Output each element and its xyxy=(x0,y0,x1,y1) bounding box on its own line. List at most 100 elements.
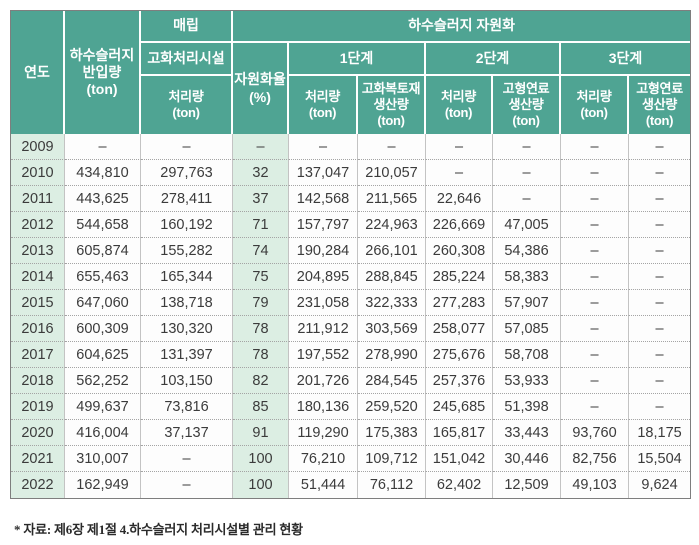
value-cell: 73,816 xyxy=(141,394,233,420)
col-header-landfill-treated: 처리량 (ton) xyxy=(141,76,233,134)
value-cell: – xyxy=(629,290,691,316)
year-cell: 2012 xyxy=(11,212,65,238)
value-cell: – xyxy=(426,160,493,186)
value-cell: 224,963 xyxy=(358,212,426,238)
year-cell: 2013 xyxy=(11,238,65,264)
value-cell: 131,397 xyxy=(141,342,233,368)
value-cell: – xyxy=(629,394,691,420)
year-cell: 2010 xyxy=(11,160,65,186)
value-cell: – xyxy=(493,134,561,160)
header-row-3: 처리량 (ton) 처리량 (ton) 고화복토재 생산량 (ton) 처리량 … xyxy=(11,76,691,134)
value-cell: 180,136 xyxy=(289,394,358,420)
value-cell: – xyxy=(426,134,493,160)
value-cell: – xyxy=(561,342,629,368)
value-cell: – xyxy=(561,212,629,238)
value-cell: 260,308 xyxy=(426,238,493,264)
value-cell: – xyxy=(141,134,233,160)
value-cell: 655,463 xyxy=(65,264,141,290)
value-cell: – xyxy=(233,134,289,160)
value-cell: 266,101 xyxy=(358,238,426,264)
value-cell: 285,224 xyxy=(426,264,493,290)
value-cell: 231,058 xyxy=(289,290,358,316)
value-cell: 201,726 xyxy=(289,368,358,394)
table-row: 2011 443,625 278,411 37 142,568 211,565 22,646… xyxy=(11,186,691,212)
value-cell: – xyxy=(561,238,629,264)
col-header-stage1-treated: 처리량 (ton) xyxy=(289,76,358,134)
col-header-stage3: 3단계 xyxy=(561,43,691,76)
value-cell: 151,042 xyxy=(426,446,493,472)
header-row-1: 연도 하수슬러지 반입량 (ton) 매립 하수슬러지 자원화 xyxy=(11,11,691,134)
value-cell: 22,646 xyxy=(426,186,493,212)
value-cell: – xyxy=(561,394,629,420)
year-cell: 2017 xyxy=(11,342,65,368)
value-cell: 157,797 xyxy=(289,212,358,238)
value-cell: – xyxy=(629,316,691,342)
value-cell: – xyxy=(561,134,629,160)
value-cell: 12,509 xyxy=(493,472,561,498)
value-cell: 78 xyxy=(233,316,289,342)
value-cell: 310,007 xyxy=(65,446,141,472)
value-cell: 75 xyxy=(233,264,289,290)
value-cell: 53,933 xyxy=(493,368,561,394)
value-cell: 57,907 xyxy=(493,290,561,316)
col-header-intake: 하수슬러지 반입량 (ton) xyxy=(65,11,141,134)
value-cell: 93,760 xyxy=(561,420,629,446)
value-cell: 37,137 xyxy=(141,420,233,446)
value-cell: 297,763 xyxy=(141,160,233,186)
value-cell: 142,568 xyxy=(289,186,358,212)
value-cell: 79 xyxy=(233,290,289,316)
value-cell: 165,344 xyxy=(141,264,233,290)
table-row: 2009– – – – – – – – – xyxy=(11,134,691,160)
col-header-solidification-facility: 고화처리시설 xyxy=(141,43,233,76)
value-cell: 434,810 xyxy=(65,160,141,186)
value-cell: 288,845 xyxy=(358,264,426,290)
value-cell: – xyxy=(629,342,691,368)
value-cell: 322,333 xyxy=(358,290,426,316)
value-cell: 58,383 xyxy=(493,264,561,290)
value-cell: – xyxy=(561,186,629,212)
value-cell: 604,625 xyxy=(65,342,141,368)
value-cell: 211,565 xyxy=(358,186,426,212)
value-cell: 49,103 xyxy=(561,472,629,498)
table-body: 2009– – – – – – – – –2010 434,810 297,763 32 137,047… xyxy=(11,134,691,498)
value-cell: 62,402 xyxy=(426,472,493,498)
col-header-recycling: 하수슬러지 자원화 xyxy=(233,11,691,43)
value-cell: 443,625 xyxy=(65,186,141,212)
value-cell: – xyxy=(561,316,629,342)
value-cell: – xyxy=(141,446,233,472)
value-cell: 197,552 xyxy=(289,342,358,368)
value-cell: 137,047 xyxy=(289,160,358,186)
value-cell: – xyxy=(561,264,629,290)
year-cell: 2009 xyxy=(11,134,65,160)
value-cell: – xyxy=(629,160,691,186)
value-cell: 30,446 xyxy=(493,446,561,472)
col-header-stage3-solid-fuel: 고형연료 생산량 (ton) xyxy=(629,76,691,134)
value-cell: – xyxy=(629,368,691,394)
value-cell: 210,057 xyxy=(358,160,426,186)
value-cell: – xyxy=(289,134,358,160)
value-cell: – xyxy=(493,160,561,186)
value-cell: 259,520 xyxy=(358,394,426,420)
value-cell: – xyxy=(65,134,141,160)
value-cell: 100 xyxy=(233,446,289,472)
value-cell: – xyxy=(629,212,691,238)
value-cell: 162,949 xyxy=(65,472,141,498)
value-cell: – xyxy=(493,186,561,212)
value-cell: – xyxy=(629,238,691,264)
value-cell: 119,290 xyxy=(289,420,358,446)
table-row: 2018 562,252 103,150 82 201,726 284,545 257,37… xyxy=(11,368,691,394)
value-cell: – xyxy=(561,290,629,316)
value-cell: 58,708 xyxy=(493,342,561,368)
header-row-2: 고화처리시설 자원화율 (%) 1단계 2단계 3단계 xyxy=(11,43,691,134)
value-cell: 165,817 xyxy=(426,420,493,446)
value-cell: 175,383 xyxy=(358,420,426,446)
table-row: 2019 499,637 73,816 85 180,136 259,520 245,685… xyxy=(11,394,691,420)
sludge-statistics-table: 연도 하수슬러지 반입량 (ton) 매립 하수슬러지 자원화 고화처리시설 자… xyxy=(11,11,691,498)
value-cell: 258,077 xyxy=(426,316,493,342)
value-cell: 499,637 xyxy=(65,394,141,420)
year-cell: 2016 xyxy=(11,316,65,342)
value-cell: 100 xyxy=(233,472,289,498)
value-cell: 85 xyxy=(233,394,289,420)
col-header-stage2-solid-fuel: 고형연료 생산량 (ton) xyxy=(493,76,561,134)
year-cell: 2019 xyxy=(11,394,65,420)
